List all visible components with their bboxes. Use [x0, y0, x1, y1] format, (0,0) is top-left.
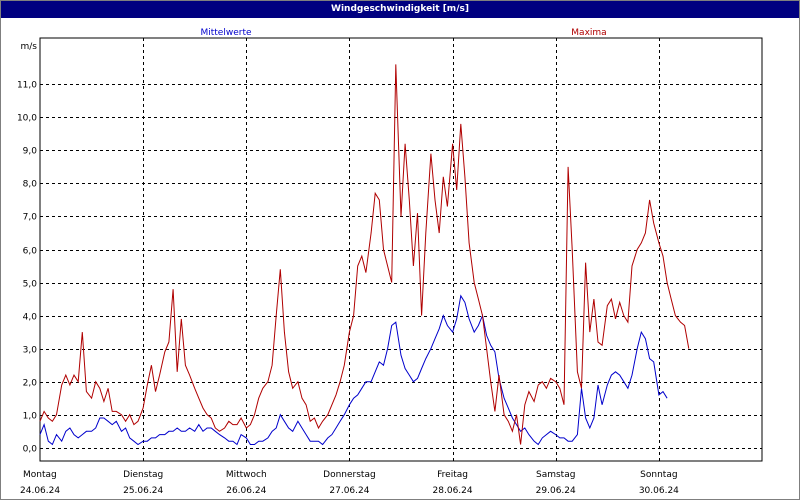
chart-title: Windgeschwindigkeit [m/s]: [1, 1, 799, 18]
y-tick-label: 11,0: [17, 81, 37, 91]
x-tick-date-label: 30.06.24: [639, 486, 679, 496]
y-tick-label: 8,0: [23, 180, 38, 190]
x-tick-date-label: 26.06.24: [226, 486, 266, 496]
y-tick-label: 6,0: [23, 247, 38, 257]
x-tick-date-label: 25.06.24: [123, 486, 163, 496]
y-tick-label: 9,0: [23, 147, 38, 157]
x-tick-date-label: 28.06.24: [433, 486, 473, 496]
y-tick-label: 3,0: [23, 346, 38, 356]
legend-label: Mittelwerte: [200, 28, 251, 38]
series-line-mittelwerte: [39, 294, 668, 446]
x-tick-day-label: Freitag: [437, 470, 468, 480]
y-tick-label: 1,0: [23, 412, 38, 422]
y-tick-label: 10,0: [17, 114, 37, 124]
y-tick-label: 0,0: [23, 445, 38, 455]
series-line-maxima: [39, 64, 690, 445]
x-tick-day-label: Montag: [23, 470, 57, 480]
plot-frame: [39, 37, 763, 462]
x-tick-date-label: 29.06.24: [536, 486, 576, 496]
x-tick-day-label: Sonntag: [640, 470, 677, 480]
x-tick-day-label: Mittwoch: [226, 470, 267, 480]
x-tick-date-label: 27.06.24: [329, 486, 369, 496]
y-tick-label: 4,0: [23, 313, 38, 323]
x-tick-day-label: Samstag: [536, 470, 575, 480]
y-tick-label: 2,0: [23, 379, 38, 389]
x-tick-date-label: 24.06.24: [20, 486, 60, 496]
x-tick-day-label: Donnerstag: [323, 470, 376, 480]
legend-label: Maxima: [571, 28, 606, 38]
y-axis-label: m/s: [21, 42, 38, 52]
y-tick-label: 7,0: [23, 213, 38, 223]
x-tick-day-label: Dienstag: [123, 470, 163, 480]
y-tick-label: 5,0: [23, 280, 38, 290]
